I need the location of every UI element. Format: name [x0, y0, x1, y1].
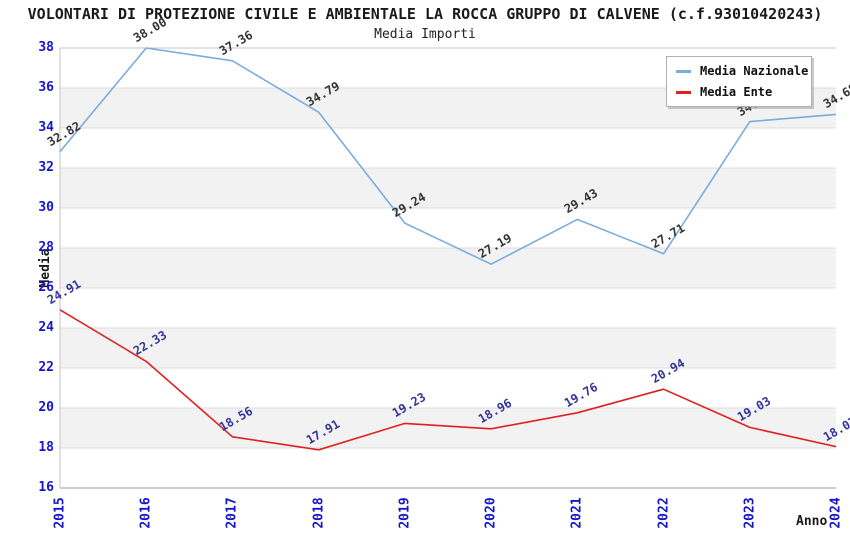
plot-band — [60, 248, 836, 288]
x-tick-label: 2015 — [52, 497, 68, 529]
legend-label-media-ente: Media Ente — [700, 85, 773, 99]
x-tick-label: 2016 — [138, 497, 154, 529]
legend-item-media-ente: Media Ente — [676, 85, 802, 99]
y-tick-label: 28 — [38, 240, 54, 255]
y-tick-label: 24 — [38, 320, 54, 335]
chart-title: VOLONTARI DI PROTEZIONE CIVILE E AMBIENT… — [27, 5, 823, 23]
plot-band — [60, 168, 836, 208]
x-tick-label: 2017 — [224, 497, 240, 529]
x-tick-label: 2023 — [742, 497, 758, 529]
x-tick-label: 2018 — [311, 497, 327, 529]
y-tick-label: 30 — [38, 200, 54, 215]
chart-subtitle: Media Importi — [374, 27, 476, 42]
y-tick-label: 26 — [38, 280, 54, 295]
legend-swatch-media-ente-icon — [676, 90, 691, 94]
legend: Media Nazionale Media Ente — [666, 56, 812, 107]
x-tick-label: 2019 — [397, 497, 413, 529]
y-tick-label: 16 — [38, 480, 54, 495]
legend-label-media-nazionale: Media Nazionale — [700, 64, 809, 78]
x-tick-label: 2020 — [483, 497, 499, 529]
series-line-media-nazionale — [59, 47, 837, 266]
legend-item-media-nazionale: Media Nazionale — [676, 64, 808, 78]
plot-band — [60, 408, 836, 448]
y-tick-label: 22 — [38, 360, 54, 375]
y-tick-label: 34 — [38, 120, 54, 135]
x-tick-label: 2024 — [828, 497, 844, 529]
y-tick-label: 38 — [38, 40, 54, 55]
legend-swatch-media-nazionale-icon — [676, 69, 691, 73]
y-tick-label: 36 — [38, 80, 54, 95]
x-axis-title: Anno — [796, 514, 828, 529]
y-tick-label: 20 — [38, 400, 54, 415]
y-tick-label: 18 — [38, 440, 54, 455]
series-line-media-ente — [59, 309, 837, 451]
x-tick-label: 2022 — [656, 497, 672, 529]
x-tick-label: 2021 — [569, 497, 585, 529]
y-tick-label: 32 — [38, 160, 54, 175]
plot-band — [60, 328, 836, 368]
